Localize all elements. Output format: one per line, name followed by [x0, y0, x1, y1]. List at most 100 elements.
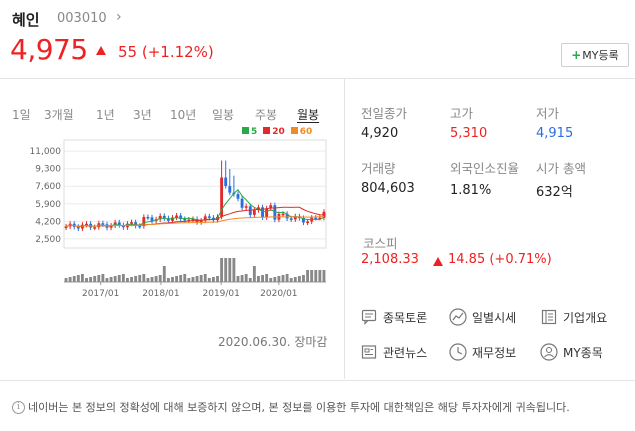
volume-bar [228, 258, 232, 282]
link-related-news-label: 관련뉴스 [383, 345, 428, 360]
volume-label: 거래량 [361, 161, 396, 176]
tab-weekly-candle[interactable]: 주봉 [255, 108, 278, 122]
volume-bar [318, 270, 322, 282]
legend-ma20: 20 [263, 127, 285, 137]
stock-name[interactable]: 혜인 [12, 11, 40, 29]
stock-code[interactable]: 003010 [57, 11, 107, 26]
volume-bar [277, 276, 281, 282]
candle-body [121, 225, 125, 228]
tab-1day[interactable]: 1일 [12, 108, 31, 122]
volume-bar [93, 276, 97, 282]
low-value: 4,915 [536, 126, 574, 141]
price-change: 55 (+1.12%) [118, 43, 214, 61]
candle-body [109, 225, 113, 228]
volume-bar [105, 278, 109, 282]
volume-bar [310, 270, 314, 282]
volume-bar [117, 275, 121, 282]
tab-3month[interactable]: 3개월 [44, 108, 74, 122]
prev-close-value: 4,920 [361, 126, 399, 141]
up-triangle-icon [96, 46, 106, 55]
y-tick-label: 11,000 [30, 147, 62, 157]
divider [0, 78, 635, 79]
candle-body [162, 215, 166, 219]
chart-date: 2020.06.30. 장마감 [218, 335, 328, 349]
volume-bar [109, 277, 113, 282]
volume-bar [293, 277, 297, 282]
candle-body [265, 208, 269, 218]
tab-3year[interactable]: 3년 [133, 108, 152, 122]
candle-body [240, 198, 244, 208]
chevron-right-icon[interactable]: › [116, 9, 122, 25]
volume-bar [314, 270, 318, 282]
volume-bar [85, 278, 88, 282]
x-tick-label: 2018/01 [142, 289, 179, 299]
divider [344, 79, 345, 379]
chart-legend: 5 20 60 [242, 127, 312, 137]
volume-bar [142, 274, 146, 282]
link-my-stocks[interactable]: MY종목 [540, 343, 603, 361]
prev-close-label: 전일종가 [361, 106, 408, 121]
volume-bar [76, 275, 80, 282]
candle-body [257, 207, 260, 211]
market-cap: 시가 총액 632억 [536, 160, 586, 200]
low: 저가 4,915 [536, 105, 573, 141]
kospi-label[interactable]: 코스피 [363, 236, 398, 251]
foreign-ratio-label: 외국인소진율 [450, 161, 520, 176]
volume-bar [322, 270, 326, 282]
link-company-overview[interactable]: 기업개요 [540, 308, 607, 326]
y-tick-label: 7,600 [35, 182, 61, 192]
candle-body [199, 220, 203, 223]
volume-bar [187, 278, 191, 282]
candle-body [146, 216, 150, 219]
volume-bar [236, 276, 240, 282]
candle-body [93, 227, 97, 229]
candle-body [134, 222, 138, 226]
candle-body [203, 216, 207, 221]
link-daily-price[interactable]: 일별시세 [449, 308, 516, 326]
volume-bar [89, 277, 93, 282]
volume-bar [220, 258, 224, 282]
volume-bar [126, 278, 129, 282]
market-cap-value: 632억 [536, 185, 573, 200]
volume-bar [203, 274, 207, 282]
volume-bar [121, 274, 125, 282]
volume-bar [273, 277, 277, 282]
volume-bar [138, 275, 142, 282]
volume-bar [302, 275, 305, 282]
plus-icon: + [571, 48, 582, 62]
tab-1year[interactable]: 1년 [96, 108, 115, 122]
up-triangle-icon [433, 257, 443, 266]
high: 고가 5,310 [450, 105, 487, 141]
candle-body [76, 226, 80, 229]
ma-line-60 [65, 215, 325, 227]
volume-bar [68, 277, 72, 282]
volume-bar [195, 276, 199, 282]
volume-bar [97, 275, 101, 282]
foreign-ratio-value: 1.81% [450, 183, 492, 198]
volume-bar [297, 276, 301, 282]
volume-bar [244, 274, 248, 282]
link-financial-info[interactable]: 재무정보 [449, 343, 516, 361]
candle-body [318, 217, 322, 220]
candle-body [228, 186, 232, 193]
tab-daily-candle[interactable]: 일봉 [212, 108, 235, 122]
volume-bar [252, 266, 256, 282]
link-discussion[interactable]: 종목토론 [360, 308, 427, 326]
tab-10year[interactable]: 10년 [170, 108, 197, 122]
x-tick-label: 2017/01 [82, 289, 119, 299]
link-related-news[interactable]: 관련뉴스 [360, 343, 427, 361]
volume-bar [134, 276, 138, 282]
add-my-stock-button[interactable]: + MY등록 [561, 43, 629, 67]
volume-bar [179, 275, 183, 282]
volume-bar [240, 275, 244, 282]
candle-body [150, 217, 154, 222]
add-my-stock-label: MY등록 [582, 49, 619, 62]
candle-body [306, 221, 310, 223]
volume-bar [265, 274, 269, 282]
volume-bar [211, 277, 215, 282]
volume-bar [166, 278, 170, 282]
volume-bar [261, 275, 264, 282]
high-value: 5,310 [450, 126, 488, 141]
tab-monthly-candle[interactable]: 월봉 [297, 108, 320, 122]
stock-chart[interactable]: 11,000 9,300 7,600 5,900 4,200 2,500 2017/01 20… [14, 130, 334, 310]
